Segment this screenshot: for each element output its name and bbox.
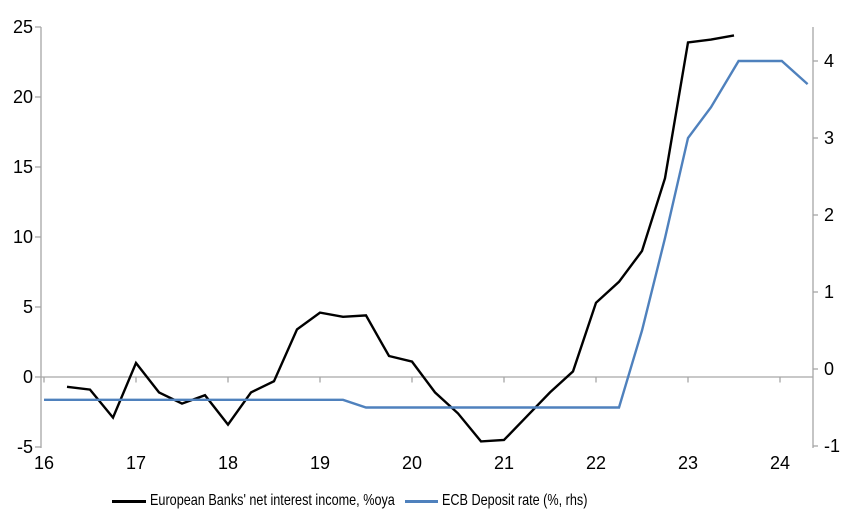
y-right-tick-label: 2 <box>824 205 834 225</box>
y-left-tick-label: 10 <box>13 227 33 247</box>
y-right-tick-label: 4 <box>824 51 834 71</box>
x-tick-label: 20 <box>402 453 422 473</box>
y-right-tick-label: 1 <box>824 282 834 302</box>
y-right-tick-label: 0 <box>824 359 834 379</box>
y-left-tick-label: 0 <box>23 367 33 387</box>
x-tick-label: 23 <box>678 453 698 473</box>
x-tick-label: 22 <box>586 453 606 473</box>
x-tick-label: 16 <box>34 453 54 473</box>
y-left-tick-label: 5 <box>23 297 33 317</box>
y-left-tick-label: 20 <box>13 87 33 107</box>
y-left-tick-label: 25 <box>13 17 33 37</box>
y-right-tick-label: -1 <box>824 436 840 456</box>
series-line-ecb-deposit-rate <box>44 59 809 409</box>
y-left-tick-label: 15 <box>13 157 33 177</box>
x-tick-label: 19 <box>310 453 330 473</box>
x-tick-label: 21 <box>494 453 514 473</box>
series-line-net-interest-income <box>66 34 735 443</box>
x-tick-label: 24 <box>770 453 790 473</box>
x-tick-label: 18 <box>218 453 238 473</box>
y-right-tick-label: 3 <box>824 128 834 148</box>
x-tick-label: 17 <box>126 453 146 473</box>
y-left-tick-label: -5 <box>17 437 33 457</box>
